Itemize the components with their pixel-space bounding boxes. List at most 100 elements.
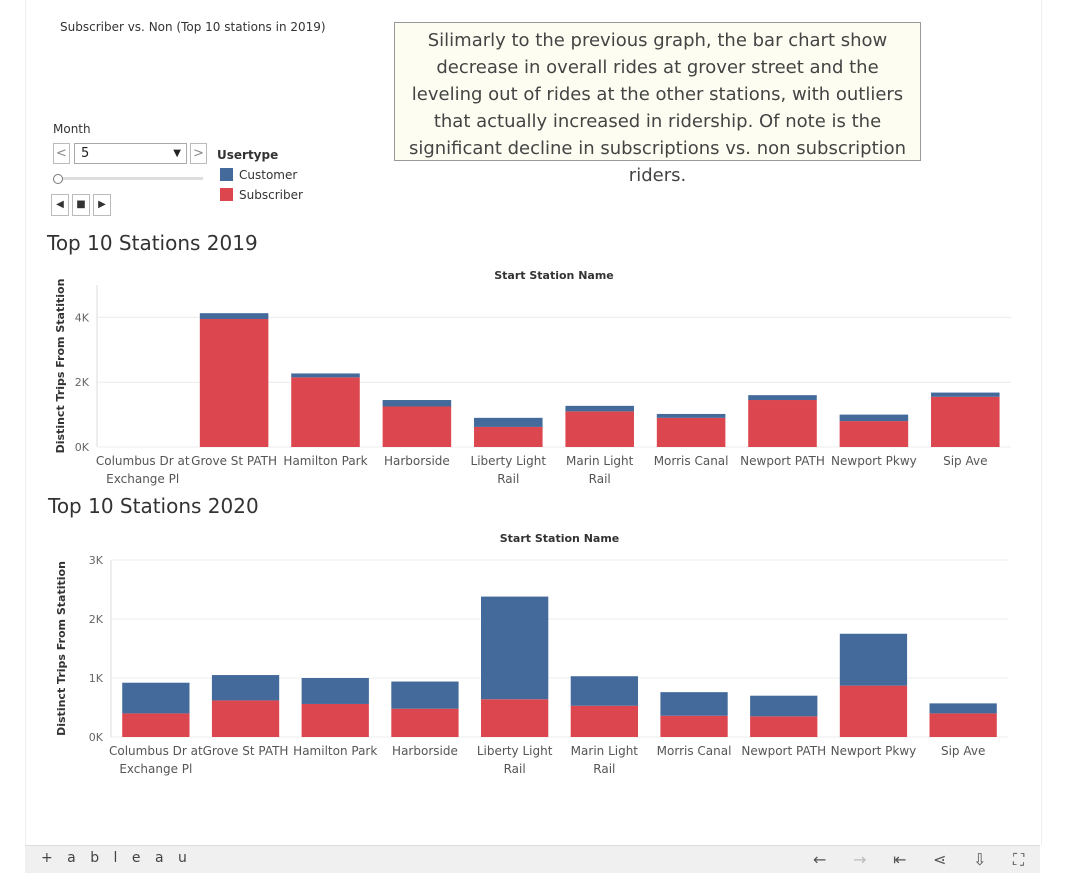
bar-subscriber bbox=[199, 319, 269, 447]
bar-customer bbox=[474, 417, 543, 427]
bar-subscriber bbox=[931, 396, 1000, 447]
y-tick-label: 1K bbox=[89, 672, 104, 685]
bar-subscriber bbox=[211, 700, 280, 737]
x-category-label: Rail bbox=[504, 762, 526, 776]
bar-customer bbox=[570, 676, 638, 706]
bar-customer bbox=[199, 313, 269, 320]
bar-customer bbox=[839, 633, 908, 686]
x-category-label: Newport PATH bbox=[740, 454, 825, 468]
x-category-label: Newport Pkwy bbox=[831, 454, 917, 468]
legend-title: Usertype bbox=[217, 148, 279, 162]
legend-label-subscriber: Subscriber bbox=[239, 188, 303, 202]
bar-customer bbox=[481, 596, 549, 700]
play-icon[interactable]: ▶ bbox=[93, 194, 111, 216]
bar-customer bbox=[122, 682, 190, 714]
x-category-label: Harborside bbox=[384, 454, 450, 468]
month-slider-handle[interactable] bbox=[53, 174, 63, 184]
y-axis-label: Distinct Trips From Statition bbox=[55, 561, 68, 736]
undo-icon[interactable]: ← bbox=[813, 850, 827, 869]
step-back-icon[interactable]: ◀ bbox=[51, 194, 69, 216]
legend-swatch-subscriber bbox=[220, 188, 233, 201]
bar-subscriber bbox=[382, 406, 452, 447]
fullscreen-icon[interactable]: ⛶ bbox=[1013, 850, 1025, 869]
month-select-value: 5 bbox=[81, 146, 90, 161]
y-tick-label: 0K bbox=[75, 441, 90, 454]
bar-customer bbox=[660, 692, 728, 716]
x-category-label: Morris Canal bbox=[657, 744, 732, 758]
bar-subscriber bbox=[656, 417, 726, 447]
bar-subscriber bbox=[481, 699, 549, 737]
x-category-label: Rail bbox=[593, 762, 615, 776]
x-category-label: Hamilton Park bbox=[283, 454, 367, 468]
bar-subscriber bbox=[929, 713, 997, 737]
chevron-down-icon: ▼ bbox=[173, 148, 181, 159]
y-tick-label: 2K bbox=[89, 613, 104, 626]
annotation-box: Silimarly to the previous graph, the bar… bbox=[394, 22, 921, 186]
y-tick-label: 2K bbox=[75, 376, 90, 389]
bar-subscriber bbox=[291, 377, 360, 447]
revert-icon[interactable]: ⇤ bbox=[893, 850, 907, 869]
bar-customer bbox=[750, 695, 818, 717]
x-category-label: Sip Ave bbox=[943, 454, 987, 468]
bar-subscriber bbox=[660, 715, 728, 737]
redo-icon[interactable]: → bbox=[853, 850, 867, 869]
bar-customer bbox=[391, 681, 459, 709]
bar-subscriber bbox=[748, 400, 817, 447]
x-category-label: Newport PATH bbox=[741, 744, 826, 758]
bar-customer bbox=[382, 400, 452, 407]
footer-toolbar: + a b l e a u ← → ⇤ ⋖ ⇩ ⛶ bbox=[25, 845, 1040, 873]
bar-subscriber bbox=[301, 703, 369, 737]
x-category-label: Grove St PATH bbox=[191, 454, 277, 468]
x-category-label: Morris Canal bbox=[654, 454, 729, 468]
x-category-label: Exchange Pl bbox=[119, 762, 192, 776]
x-category-label: Marin Light bbox=[566, 454, 634, 468]
legend-swatch-customer bbox=[220, 168, 233, 181]
bar-customer bbox=[931, 392, 1000, 397]
bar-customer bbox=[211, 675, 280, 701]
bar-customer bbox=[291, 373, 360, 378]
tableau-logo: + a b l e a u bbox=[41, 850, 192, 866]
download-icon[interactable]: ⇩ bbox=[973, 850, 987, 869]
month-next-button[interactable]: > bbox=[190, 143, 207, 164]
bar-customer bbox=[929, 703, 997, 714]
column-header: Start Station Name bbox=[500, 532, 620, 545]
y-tick-label: 3K bbox=[89, 554, 104, 567]
bar-subscriber bbox=[122, 713, 190, 737]
stop-icon[interactable]: ■ bbox=[72, 194, 90, 216]
x-category-label: Grove St PATH bbox=[203, 744, 289, 758]
bar-subscriber bbox=[570, 705, 638, 737]
chart-title-2020: Top 10 Stations 2020 bbox=[48, 494, 259, 518]
x-category-label: Columbus Dr at bbox=[109, 744, 203, 758]
bar-subscriber bbox=[839, 421, 909, 447]
month-select[interactable]: 5 ▼ bbox=[74, 143, 187, 164]
dashboard-subtitle: Subscriber vs. Non (Top 10 stations in 2… bbox=[60, 20, 326, 34]
bar-subscriber bbox=[750, 716, 818, 737]
y-tick-label: 4K bbox=[75, 311, 90, 324]
bar-customer bbox=[656, 413, 726, 418]
share-icon[interactable]: ⋖ bbox=[933, 850, 947, 869]
x-category-label: Hamilton Park bbox=[293, 744, 377, 758]
legend-item-customer[interactable]: Customer bbox=[220, 168, 297, 182]
month-prev-button[interactable]: < bbox=[53, 143, 70, 164]
x-category-label: Marin Light bbox=[571, 744, 639, 758]
bar-subscriber bbox=[565, 411, 634, 447]
bar-chart-2020: 0K 1K 2K 3K Start Station Name Distinct Trips… bbox=[55, 532, 1008, 776]
bar-chart-2019: 0K 2K 4K Start Station Name Distinct Trips F… bbox=[54, 269, 1011, 486]
x-category-label: Liberty Light bbox=[477, 744, 553, 758]
x-category-label: Columbus Dr at bbox=[96, 454, 190, 468]
month-slider-track[interactable] bbox=[57, 177, 203, 180]
bar-customer bbox=[301, 678, 369, 704]
bar-subscriber bbox=[474, 426, 543, 447]
column-header: Start Station Name bbox=[494, 269, 614, 282]
month-filter-title: Month bbox=[53, 122, 91, 136]
bar-customer bbox=[839, 414, 909, 422]
x-category-label: Rail bbox=[497, 472, 519, 486]
bar-subscriber bbox=[391, 708, 459, 737]
bar-customer bbox=[748, 395, 817, 401]
legend-label-customer: Customer bbox=[239, 168, 298, 182]
y-tick-label: 0K bbox=[89, 731, 104, 744]
legend-item-subscriber[interactable]: Subscriber bbox=[220, 188, 303, 202]
x-category-label: Newport Pkwy bbox=[831, 744, 917, 758]
x-category-label: Exchange Pl bbox=[106, 472, 179, 486]
chart-title-2019: Top 10 Stations 2019 bbox=[47, 231, 258, 255]
